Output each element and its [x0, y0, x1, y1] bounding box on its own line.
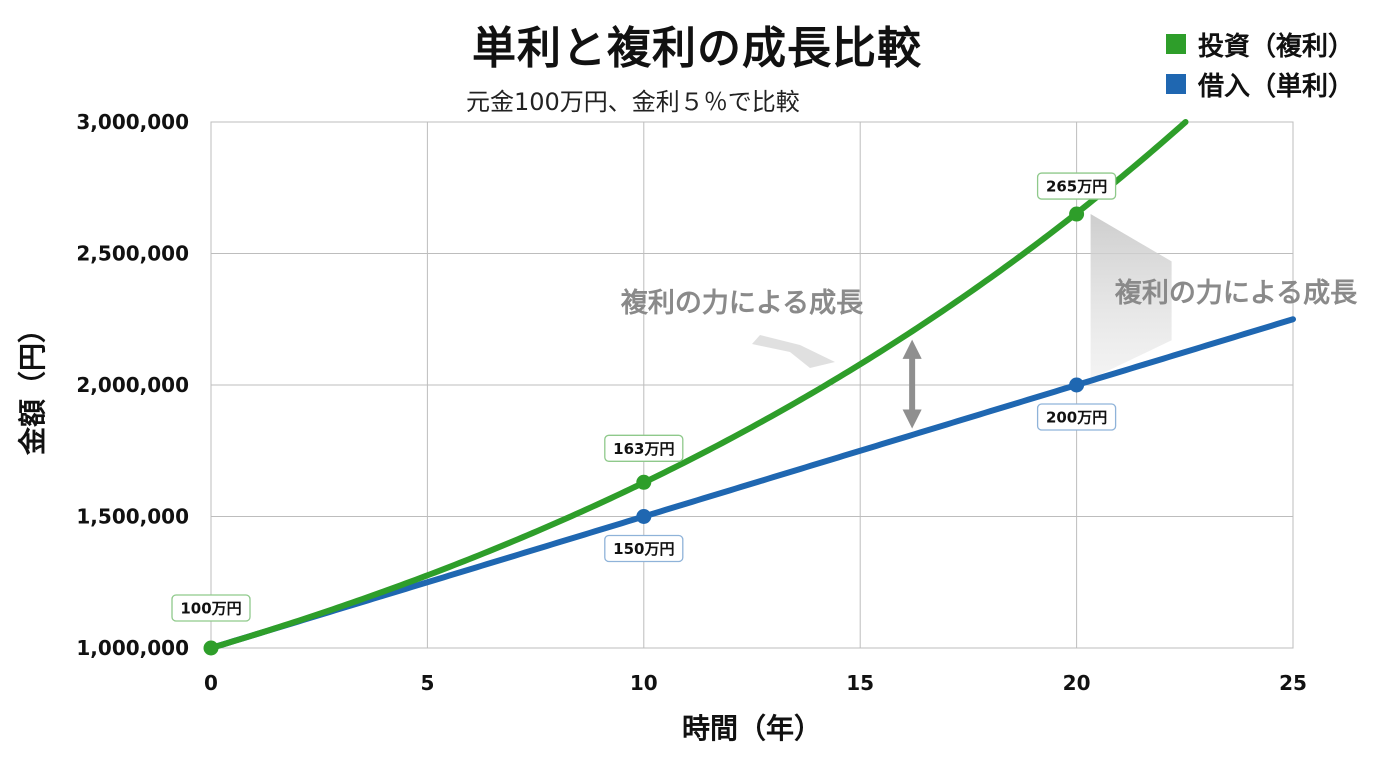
- y-tick-label: 2,500,000: [76, 242, 189, 266]
- y-tick-label: 1,000,000: [76, 636, 189, 660]
- x-tick-label: 20: [1063, 671, 1091, 695]
- y-tick-label: 3,000,000: [76, 110, 189, 134]
- y-tick-label: 1,500,000: [76, 505, 189, 529]
- data-point: [636, 474, 652, 490]
- data-label-box: [171, 594, 251, 622]
- annotation-pointer: [752, 335, 835, 368]
- chart-subtitle: 元金100万円、金利５％で比較: [466, 88, 800, 116]
- series-line-simple: [208, 316, 1296, 651]
- x-tick-label: 10: [630, 671, 658, 695]
- x-tick-label: 0: [204, 671, 218, 695]
- y-tick-label: 2,000,000: [76, 373, 189, 397]
- data-label: 150万円: [613, 540, 674, 558]
- data-label: 100万円: [180, 600, 241, 618]
- x-tick-label: 25: [1279, 671, 1307, 695]
- legend-swatch-simple: [1165, 74, 1186, 94]
- data-label: 200万円: [1046, 409, 1107, 427]
- legend-label-compound: 投資（複利）: [1197, 31, 1354, 62]
- legend-swatch-compound: [1165, 34, 1186, 54]
- data-label-box: [604, 434, 684, 462]
- data-label: 163万円: [613, 440, 674, 458]
- x-tick-label: 5: [420, 671, 434, 695]
- annotation-text-left: 複利の力による成長: [621, 287, 864, 319]
- legend-item-simple: 借入（単利）: [1165, 64, 1354, 104]
- chart-title: 単利と複利の成長比較: [472, 23, 922, 74]
- x-tick-label: 15: [846, 671, 874, 695]
- legend-item-compound: 投資（複利）: [1165, 24, 1354, 64]
- data-label: 265万円: [1046, 178, 1107, 196]
- annotation-text-right: 複利の力による成長: [1115, 277, 1358, 309]
- annotation-wedge: [1090, 214, 1172, 379]
- data-label-box: [1036, 403, 1117, 431]
- data-point: [636, 509, 652, 524]
- y-axis-title: 金額（円）: [16, 315, 49, 456]
- series-line-compound: [208, 119, 1189, 651]
- data-label-box: [604, 534, 684, 563]
- data-point: [1069, 206, 1085, 222]
- data-point: [1069, 377, 1085, 393]
- data-point: [203, 640, 219, 656]
- legend: 投資（複利） 借入（単利）: [1165, 24, 1354, 104]
- data-label-box: [1036, 172, 1117, 200]
- legend-label-simple: 借入（単利）: [1197, 71, 1354, 102]
- x-axis-title: 時間（年）: [682, 712, 822, 745]
